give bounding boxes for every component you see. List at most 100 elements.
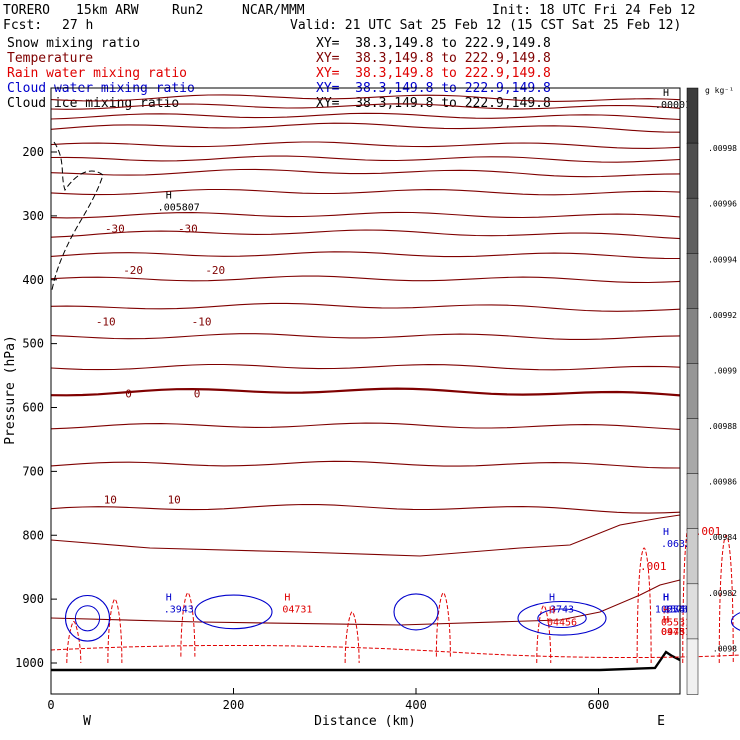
legend-temperature-label: Temperature: [7, 51, 94, 66]
header-run: Run2: [172, 3, 204, 18]
isotherm-line-20c: [50, 579, 681, 626]
temperature-label: -20: [205, 264, 225, 277]
max-marker-h: H: [663, 88, 669, 99]
y-tick-label: 800: [22, 528, 44, 542]
y-tick-label: 700: [22, 464, 44, 478]
colorbar-tick-label: .00984: [708, 533, 737, 542]
cloud-water-contour: [64, 594, 111, 642]
cloud-water-contour: [194, 594, 273, 630]
colorbar-tick-label: .00988: [708, 422, 737, 431]
temperature-label: -10: [192, 315, 212, 328]
max-value-label: 1576: [664, 605, 688, 616]
colorbar-cell: [686, 363, 699, 420]
isotherm-line: [50, 275, 681, 284]
colorbar-cell: [686, 418, 699, 475]
isotherm-line: [50, 503, 681, 514]
isotherm-line: [50, 363, 681, 371]
max-marker-h: H: [663, 593, 669, 604]
max-marker-h: H: [663, 615, 669, 626]
contour-label-group: -30-30-30-20-20-20-20-10-10-10-100001010…: [96, 88, 722, 638]
isotherm-line: [50, 302, 681, 312]
isotherm-line: [50, 122, 681, 133]
colorbar-cell: [686, 638, 699, 695]
max-value-label: .2766: [661, 605, 691, 616]
legend-snow-xy: XY= 38.3,149.8 to 222.9,149.8: [316, 36, 551, 51]
header-org: NCAR/MMM: [242, 3, 305, 18]
y-tick-label: 900: [22, 592, 44, 606]
rain-contour: [107, 598, 123, 664]
isotherm-line: [50, 251, 681, 260]
colorbar-tick-label: .00982: [708, 589, 737, 598]
header-fcst-value: 27 h: [62, 18, 94, 33]
colorbar-tick-label: .00992: [708, 311, 737, 320]
axes-group: 0200400600800100012001400160018002000220…: [15, 145, 609, 712]
header-model: TORERO: [3, 3, 50, 18]
colorbar-tick-label: .00998: [708, 144, 737, 153]
y-axis-label: Pressure (hPa): [3, 335, 18, 445]
max-value-label: 04781: [661, 627, 691, 638]
colorbar-cell: [686, 473, 699, 530]
colorbar-cell: [686, 308, 699, 365]
max-marker-h: H: [663, 605, 669, 616]
x-tick-label: 200: [223, 698, 245, 712]
colorbar-unit: g kg⁻¹: [705, 86, 734, 95]
cloud-water-contour: [393, 593, 439, 631]
isotherm-line: [50, 168, 681, 178]
colorbar-tick-label: .00994: [708, 255, 737, 264]
cloud-water-contour-inner: [74, 605, 101, 632]
rain-contour: [344, 611, 360, 664]
isotherm-line: [50, 333, 681, 340]
max-value-label: 1065495: [655, 605, 697, 616]
max-marker-h: H: [549, 593, 555, 604]
rain-contour: [536, 605, 552, 664]
rain-contour: [435, 592, 451, 657]
cloud-water-contour-inner: [537, 608, 587, 629]
colorbar-tick-label: .0099: [713, 366, 737, 375]
temperature-label: 10: [104, 493, 117, 506]
header-valid: Valid: 21 UTC Sat 25 Feb 12 (15 CST Sat …: [290, 18, 682, 33]
x-tick-label: 400: [405, 698, 427, 712]
max-marker-h: H: [663, 527, 669, 538]
colorbar: .00998 .00996 .00994 .00992 .0099 .00988 .0098…: [686, 87, 737, 695]
temperature-label: -30: [105, 223, 125, 236]
max-value-label: 04456: [547, 617, 577, 628]
isotherm-line: [50, 211, 681, 219]
isotherm-line: [50, 141, 681, 149]
isotherm-line: [50, 460, 681, 469]
colorbar-tick-label: .00996: [708, 200, 737, 209]
max-value-label: 3743: [550, 605, 574, 616]
temperature-label: -20: [123, 264, 143, 277]
y-tick-label: 400: [22, 273, 44, 287]
rain-label: .001: [695, 525, 722, 538]
header-init: Init: 18 UTC Fri 24 Feb 12: [492, 3, 696, 18]
rain-contour: [66, 620, 82, 664]
snow-contour-group: [51, 141, 104, 291]
x-axis-label: Distance (km): [314, 714, 416, 729]
y-tick-label: 500: [22, 337, 44, 351]
temperature-label: -30: [178, 223, 198, 236]
isotherm-line: [50, 387, 681, 397]
rain-contour: [180, 592, 196, 657]
max-value-label: .0632: [661, 539, 691, 550]
isotherm-line: [50, 422, 681, 430]
header-fcst-label: Fcst:: [3, 18, 43, 33]
colorbar-cell: [686, 253, 699, 310]
rain-contour: [718, 534, 734, 664]
colorbar-cell: [686, 87, 699, 144]
max-value-label: .3943: [164, 605, 194, 616]
legend-snow-label: Snow mixing ratio: [7, 36, 141, 51]
colorbar-cell: [686, 528, 699, 585]
isotherm-line: [50, 94, 681, 102]
x-end-label-east: E: [657, 714, 665, 729]
max-marker-h: H: [663, 615, 669, 626]
max-marker-h: H: [166, 190, 172, 201]
temperature-label: 0: [194, 387, 201, 400]
y-tick-label: 300: [22, 209, 44, 223]
temperature-label: 10: [168, 493, 181, 506]
plot-frame: [50, 87, 681, 695]
max-marker-h: H: [549, 605, 555, 616]
isotherm-line: [50, 229, 681, 240]
y-tick-label: 600: [22, 401, 44, 415]
isotherm-group: [50, 94, 681, 672]
